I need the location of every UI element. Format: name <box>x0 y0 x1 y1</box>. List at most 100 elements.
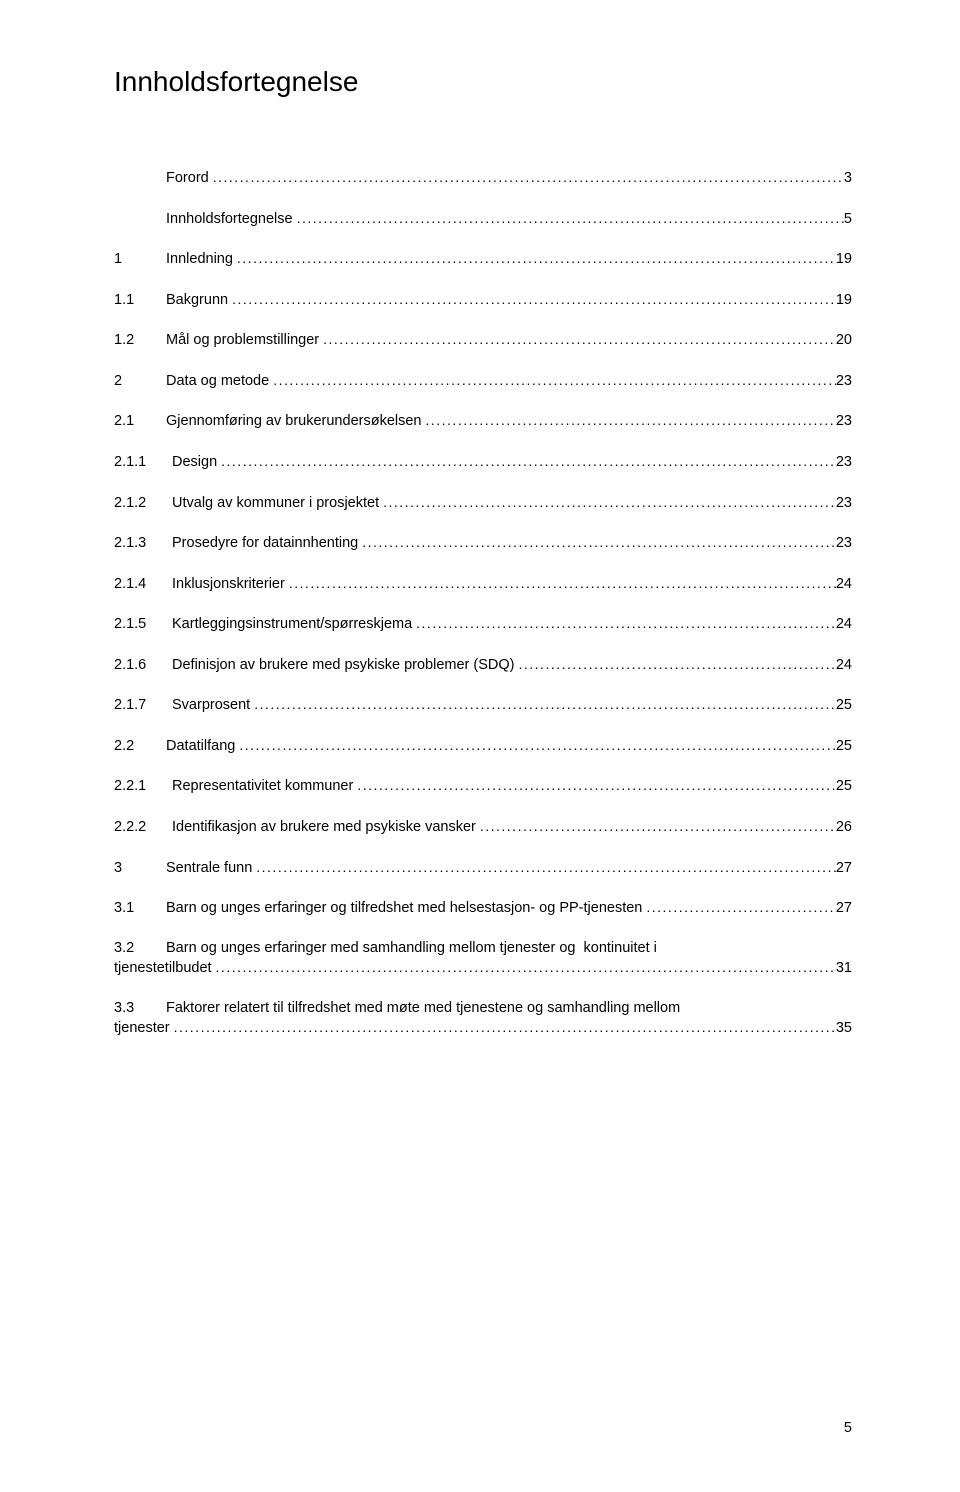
toc-gap <box>114 878 852 898</box>
toc-entry: 2.1.5Kartleggingsinstrument/spørreskjema… <box>114 614 852 635</box>
toc-entry-label: Innholdsfortegnelse <box>166 210 293 230</box>
toc-entry: 3.1Barn og unges erfaringer og tilfredsh… <box>114 898 852 919</box>
toc-leader: ........................................… <box>476 817 836 836</box>
toc-gap <box>114 919 852 939</box>
toc-entry-label: Mål og problemstillinger <box>166 331 319 351</box>
toc-entry-number: 3.2 <box>114 939 166 959</box>
toc-entry-page: 20 <box>836 331 852 351</box>
toc-entry-page: 23 <box>836 372 852 392</box>
toc-entry-label: Gjennomføring av brukerundersøkelsen <box>166 412 421 432</box>
toc-entry-label: Bakgrunn <box>166 291 228 311</box>
toc-entry-number: 2.1 <box>114 412 166 432</box>
toc-entry: 3.2Barn og unges erfaringer med samhandl… <box>114 939 852 979</box>
toc-leader: ........................................… <box>250 695 836 714</box>
toc-gap <box>114 756 852 776</box>
toc-entry-label: Prosedyre for datainnhenting <box>172 534 358 554</box>
toc-entry-number: 1.1 <box>114 291 166 311</box>
toc-entry-number: 2.1.7 <box>114 696 172 716</box>
toc-entry: Innholdsfortegnelse.....................… <box>114 209 852 230</box>
toc-entry-number: 2.1.5 <box>114 615 172 635</box>
toc-leader: ........................................… <box>269 371 836 390</box>
toc-entry-label: Definisjon av brukere med psykiske probl… <box>172 656 515 676</box>
toc-entry-page: 26 <box>836 818 852 838</box>
toc-entry: 1.2Mål og problemstillinger.............… <box>114 330 852 351</box>
toc-entry-number: 2.2 <box>114 737 166 757</box>
toc-entry-label-cont: tjenestetilbudet <box>114 959 212 979</box>
toc-entry: 2.2.2Identifikasjon av brukere med psyki… <box>114 817 852 838</box>
toc-entry: 2.1.2Utvalg av kommuner i prosjektet....… <box>114 493 852 514</box>
toc-entry-number: 2.2.2 <box>114 818 172 838</box>
toc-gap <box>114 310 852 330</box>
toc-entry-page: 35 <box>836 1019 852 1039</box>
toc-entry-label: Faktorer relatert til tilfredshet med mø… <box>166 999 680 1019</box>
page-number: 5 <box>844 1420 852 1436</box>
toc-entry-number: 2.2.1 <box>114 777 172 797</box>
toc-gap <box>114 635 852 655</box>
toc-leader: ........................................… <box>170 1018 836 1037</box>
toc-entry-number: 2 <box>114 372 166 392</box>
toc-entry-label: Innledning <box>166 250 233 270</box>
toc-entry-number: 2.1.1 <box>114 453 172 473</box>
toc-entry-page: 19 <box>836 250 852 270</box>
toc-gap <box>114 979 852 999</box>
toc-leader: ........................................… <box>319 330 836 349</box>
toc-gap <box>114 797 852 817</box>
toc-entry: 2.1.6Definisjon av brukere med psykiske … <box>114 655 852 676</box>
toc-leader: ........................................… <box>285 574 836 593</box>
toc-entry-label: Inklusjonskriterier <box>172 575 285 595</box>
toc-entry: 2.2Datatilfang..........................… <box>114 736 852 757</box>
toc-gap <box>114 716 852 736</box>
toc-entry: 2.1.3Prosedyre for datainnhenting.......… <box>114 533 852 554</box>
page-title: Innholdsfortegnelse <box>114 66 852 98</box>
toc-gap <box>114 432 852 452</box>
toc-entry-page: 31 <box>836 959 852 979</box>
toc-entry-line2: tjenestetilbudet........................… <box>114 958 852 979</box>
toc-entry-line1: 3.2Barn og unges erfaringer med samhandl… <box>114 939 852 959</box>
toc-entry: 2.2.1Representativitet kommuner.........… <box>114 776 852 797</box>
toc-entry-label: Data og metode <box>166 372 269 392</box>
toc-entry-page: 23 <box>836 534 852 554</box>
toc-entry-page: 27 <box>836 859 852 879</box>
toc-entry-label: Datatilfang <box>166 737 235 757</box>
toc-entry-number: 3.1 <box>114 899 166 919</box>
toc-entry: 2.1.7Svarprosent........................… <box>114 695 852 716</box>
toc-entry-page: 23 <box>836 494 852 514</box>
toc-leader: ........................................… <box>642 898 835 917</box>
toc-gap <box>114 229 852 249</box>
toc-leader: ........................................… <box>515 655 836 674</box>
toc-leader: ........................................… <box>212 958 836 977</box>
toc-leader: ........................................… <box>252 858 836 877</box>
toc-entry: 2.1.4Inklusjonskriterier................… <box>114 574 852 595</box>
toc-entry-label: Forord <box>166 169 209 189</box>
toc-gap <box>114 473 852 493</box>
toc-leader: ........................................… <box>228 290 836 309</box>
toc-gap <box>114 838 852 858</box>
toc-entry-label: Identifikasjon av brukere med psykiske v… <box>172 818 476 838</box>
toc-entry-number: 1 <box>114 250 166 270</box>
toc-entry-label: Sentrale funn <box>166 859 252 879</box>
toc-entry-number: 2.1.6 <box>114 656 172 676</box>
toc-entry-page: 25 <box>836 777 852 797</box>
toc-gap <box>114 270 852 290</box>
table-of-contents: Forord..................................… <box>114 168 852 1039</box>
toc-leader: ........................................… <box>235 736 836 755</box>
toc-entry-page: 24 <box>836 575 852 595</box>
toc-leader: ........................................… <box>358 533 836 552</box>
toc-entry-label: Kartleggingsinstrument/spørreskjema <box>172 615 412 635</box>
toc-entry-number: 3 <box>114 859 166 879</box>
toc-entry: 1.1Bakgrunn.............................… <box>114 290 852 311</box>
toc-entry: 2Data og metode.........................… <box>114 371 852 392</box>
toc-entry: 3.3Faktorer relatert til tilfredshet med… <box>114 999 852 1039</box>
toc-entry-label: Design <box>172 453 217 473</box>
toc-gap <box>114 351 852 371</box>
toc-entry-page: 23 <box>836 453 852 473</box>
toc-leader: ........................................… <box>379 493 836 512</box>
toc-entry-number: 3.3 <box>114 999 166 1019</box>
toc-entry: 2.1Gjennomføring av brukerundersøkelsen.… <box>114 411 852 432</box>
toc-entry: 1Innledning.............................… <box>114 249 852 270</box>
toc-entry-line2: tjenester...............................… <box>114 1018 852 1039</box>
toc-leader: ........................................… <box>209 168 844 187</box>
toc-entry-number: 2.1.4 <box>114 575 172 595</box>
toc-entry-label: Svarprosent <box>172 696 250 716</box>
toc-leader: ........................................… <box>421 411 835 430</box>
